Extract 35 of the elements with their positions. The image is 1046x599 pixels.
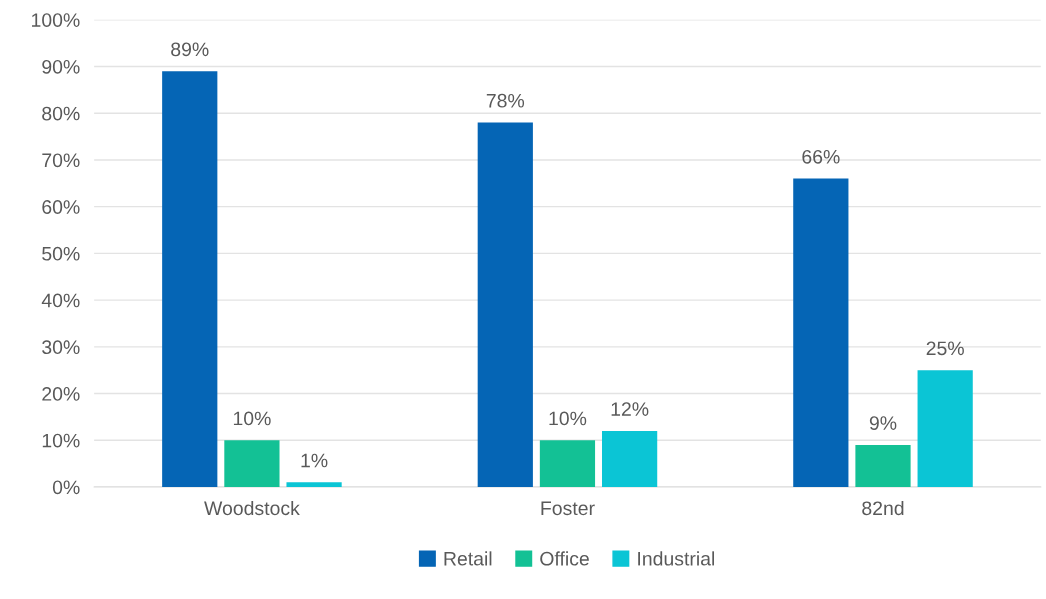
x-tick-label: Foster [541, 501, 595, 516]
bar [917, 370, 973, 487]
data-label: 89% [171, 42, 209, 57]
y-tick-label: 40% [41, 293, 80, 308]
bar [162, 71, 218, 487]
data-label: 25% [926, 341, 964, 356]
bar [793, 178, 849, 487]
legend-label: Retail [444, 551, 492, 566]
y-tick-label: 100% [32, 13, 80, 27]
data-label: 10% [549, 411, 587, 426]
data-label: 12% [611, 402, 649, 416]
bar [602, 430, 658, 487]
y-tick-label: 90% [42, 59, 80, 74]
legend-label: Office [540, 551, 589, 566]
y-tick-label: 10% [42, 433, 80, 448]
data-label: 78% [486, 93, 525, 108]
y-tick-label: 30% [42, 340, 80, 355]
bar [477, 122, 533, 487]
data-label: 10% [233, 411, 271, 426]
y-tick-label: 50% [42, 246, 80, 261]
y-tick-label: 0% [52, 480, 80, 495]
bar [855, 444, 911, 487]
y-tick-label: 60% [42, 200, 80, 214]
data-label: 1% [301, 453, 328, 468]
x-tick-label: 82nd [862, 500, 904, 516]
y-tick-label: 70% [42, 153, 80, 168]
bar [539, 440, 596, 487]
bar [286, 482, 342, 487]
y-tick-label: 80% [42, 106, 80, 121]
bar [224, 440, 280, 487]
x-tick-label: Woodstock [204, 500, 300, 516]
data-label: 9% [869, 416, 897, 430]
y-tick-label: 20% [42, 387, 80, 401]
legend-label: Industrial [638, 551, 715, 566]
data-label: 66% [802, 149, 840, 164]
